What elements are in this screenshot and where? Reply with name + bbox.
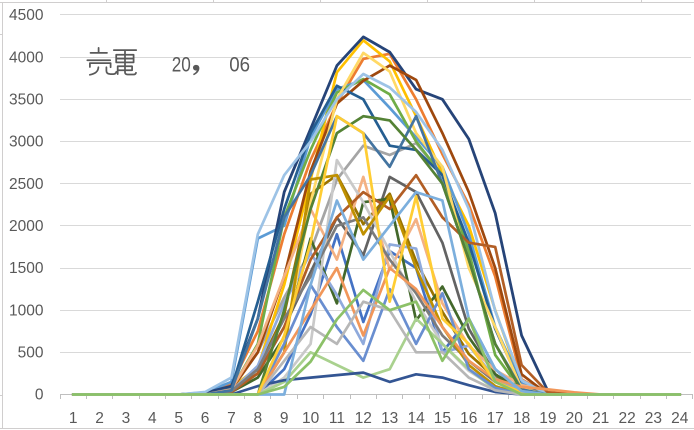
svg-text:21: 21 bbox=[592, 410, 609, 427]
svg-text:20: 20 bbox=[172, 53, 191, 77]
svg-text:8: 8 bbox=[253, 410, 262, 427]
svg-text:3500: 3500 bbox=[9, 91, 44, 108]
svg-text:18: 18 bbox=[513, 410, 530, 427]
svg-text:9: 9 bbox=[280, 410, 289, 427]
svg-text:2500: 2500 bbox=[9, 176, 44, 193]
svg-text:16: 16 bbox=[460, 410, 477, 427]
svg-text:500: 500 bbox=[18, 344, 44, 361]
svg-text:11: 11 bbox=[329, 410, 345, 427]
svg-text:14: 14 bbox=[407, 410, 425, 427]
svg-text:12: 12 bbox=[355, 410, 372, 427]
svg-text:3: 3 bbox=[122, 410, 131, 427]
svg-text:23: 23 bbox=[645, 410, 662, 427]
svg-text:2000: 2000 bbox=[9, 218, 44, 235]
svg-text:3000: 3000 bbox=[9, 134, 44, 151]
svg-text:22: 22 bbox=[618, 410, 635, 427]
svg-text:4500: 4500 bbox=[9, 7, 44, 24]
svg-text:06: 06 bbox=[229, 53, 250, 77]
svg-text:24: 24 bbox=[671, 410, 689, 427]
svg-text:2: 2 bbox=[95, 410, 104, 427]
svg-text:10: 10 bbox=[302, 410, 320, 427]
svg-text:19: 19 bbox=[539, 410, 556, 427]
svg-text:7: 7 bbox=[227, 410, 236, 427]
svg-text:13: 13 bbox=[381, 410, 398, 427]
svg-text:1: 1 bbox=[69, 410, 78, 427]
svg-text:20: 20 bbox=[566, 410, 584, 427]
svg-text:0: 0 bbox=[35, 387, 44, 404]
svg-text:4000: 4000 bbox=[9, 49, 44, 66]
svg-text:17: 17 bbox=[487, 410, 504, 427]
svg-text:1000: 1000 bbox=[9, 302, 44, 319]
svg-text:15: 15 bbox=[434, 410, 451, 427]
svg-text:4: 4 bbox=[148, 410, 157, 427]
svg-text:6: 6 bbox=[201, 410, 210, 427]
svg-text:1500: 1500 bbox=[9, 260, 44, 277]
svg-text:5: 5 bbox=[174, 410, 183, 427]
